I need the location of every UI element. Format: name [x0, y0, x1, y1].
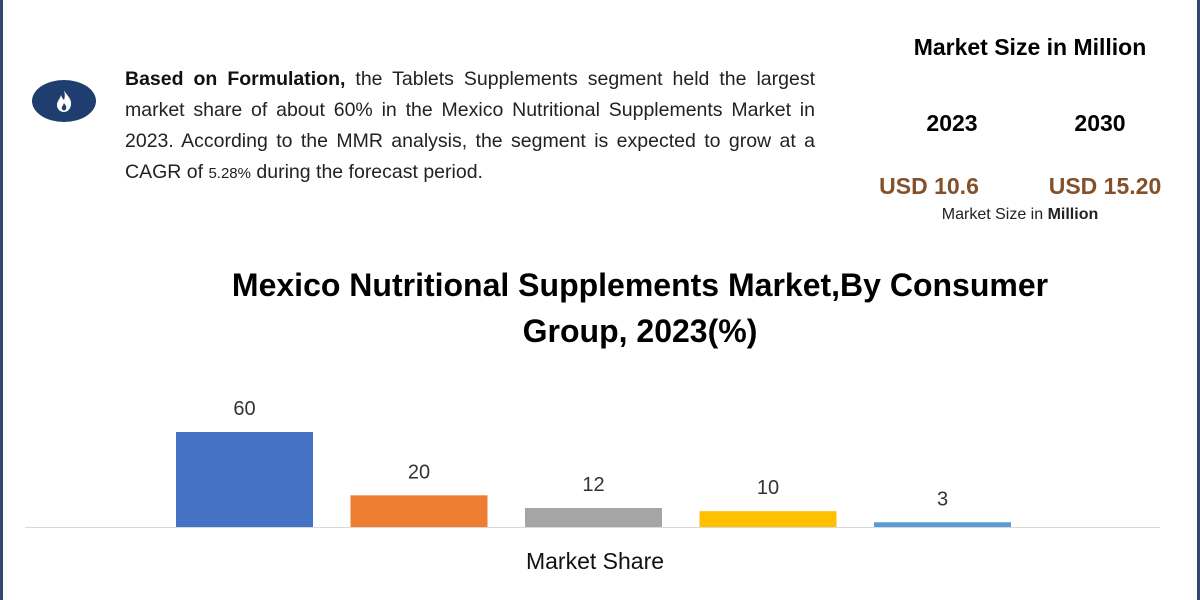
flame-icon — [32, 80, 96, 122]
left-border — [0, 0, 3, 600]
data-label: 60 — [233, 398, 255, 420]
data-label: 3 — [937, 488, 948, 510]
bar — [699, 511, 837, 527]
cagr-value: 5.28% — [208, 165, 251, 182]
description-lead: Based on Formulation, — [125, 68, 346, 90]
year-2030: 2030 — [1074, 110, 1126, 136]
bar — [874, 522, 1011, 527]
subtitle-bold: Million — [1047, 206, 1099, 223]
market-size-title: Market Size in Million — [913, 34, 1147, 60]
chart-title-line1: Mexico Nutritional Supplements Market,By… — [231, 267, 1049, 303]
subtitle-prefix: Market Size in — [941, 206, 1048, 223]
value-2030: USD 15.20 — [1048, 173, 1162, 199]
x-axis-label: Market Share — [525, 548, 665, 574]
market-size-subtitle: Market Size in Million — [880, 206, 1160, 224]
bar — [176, 432, 313, 527]
data-label: 12 — [582, 474, 604, 496]
chart-title: Mexico Nutritional Supplements Market,By… — [150, 262, 1130, 354]
data-label: 10 — [757, 477, 779, 499]
description-text-end: during the forecast period. — [250, 161, 483, 183]
year-2023: 2023 — [926, 110, 978, 136]
formulation-description: Based on Formulation, the Tablets Supple… — [125, 64, 815, 189]
data-label: 20 — [408, 461, 430, 483]
bar — [525, 508, 662, 527]
chart-title-line2: Group, 2023(%) — [522, 313, 758, 349]
value-2023: USD 10.6 — [879, 173, 979, 199]
description-text: the Tablets Supplements segment held the… — [125, 68, 815, 183]
bar — [350, 495, 488, 527]
right-border — [1197, 0, 1200, 600]
